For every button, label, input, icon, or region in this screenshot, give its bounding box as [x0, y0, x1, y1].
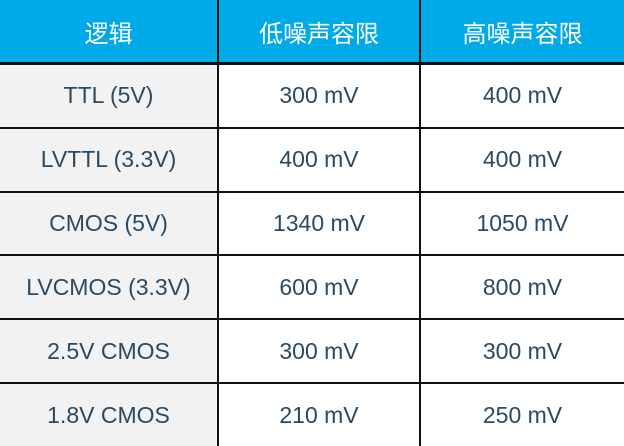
- high-margin-cell: 400 mV: [419, 62, 624, 129]
- high-margin-cell: 400 mV: [419, 126, 624, 193]
- high-margin-cell: 300 mV: [419, 318, 624, 385]
- low-margin-cell: 400 mV: [217, 126, 421, 193]
- table-row: 1.8V CMOS 210 mV 250 mV: [0, 382, 624, 446]
- logic-cell: TTL (5V): [0, 62, 219, 129]
- logic-cell: CMOS (5V): [0, 190, 219, 257]
- logic-cell: LVCMOS (3.3V): [0, 254, 219, 321]
- table-row: LVTTL (3.3V) 400 mV 400 mV: [0, 126, 624, 193]
- header-logic: 逻辑: [0, 0, 218, 65]
- header-row: 逻辑 低噪声容限 高噪声容限: [0, 0, 624, 65]
- table-row: TTL (5V) 300 mV 400 mV: [0, 62, 624, 129]
- logic-cell: 2.5V CMOS: [0, 318, 219, 385]
- high-margin-cell: 250 mV: [419, 382, 624, 446]
- high-margin-cell: 1050 mV: [419, 190, 624, 257]
- low-margin-cell: 210 mV: [217, 382, 421, 446]
- low-margin-cell: 600 mV: [217, 254, 421, 321]
- table-row: 2.5V CMOS 300 mV 300 mV: [0, 318, 624, 385]
- low-margin-cell: 300 mV: [217, 318, 421, 385]
- table-row: LVCMOS (3.3V) 600 mV 800 mV: [0, 254, 624, 321]
- low-margin-cell: 1340 mV: [217, 190, 421, 257]
- logic-cell: 1.8V CMOS: [0, 382, 219, 446]
- logic-cell: LVTTL (3.3V): [0, 126, 219, 193]
- header-high-noise-margin: 高噪声容限: [419, 0, 624, 65]
- table-row: CMOS (5V) 1340 mV 1050 mV: [0, 190, 624, 257]
- high-margin-cell: 800 mV: [419, 254, 624, 321]
- low-margin-cell: 300 mV: [217, 62, 421, 129]
- header-low-noise-margin: 低噪声容限: [217, 0, 420, 65]
